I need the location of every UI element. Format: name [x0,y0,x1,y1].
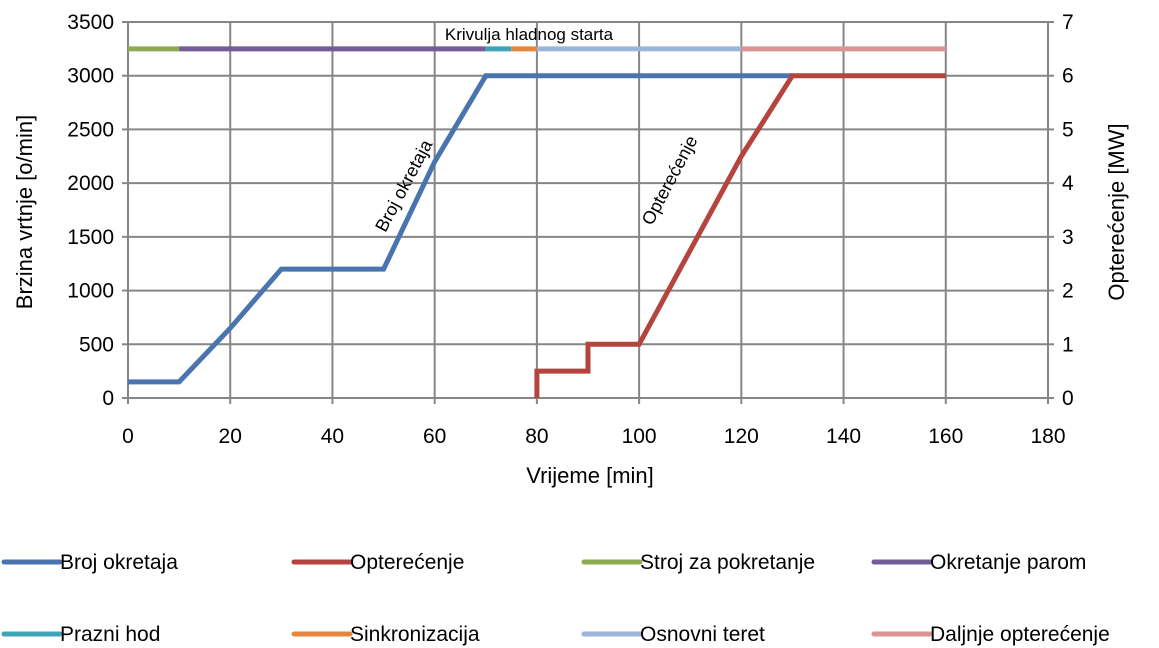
y2-tick-label: 6 [1062,65,1074,88]
legend-label: Broj okretaja [60,551,178,574]
y2-tick-label: 2 [1062,280,1074,303]
x-tick-label: 20 [219,425,242,448]
y-tick-label: 2000 [67,172,114,195]
y-tick-label: 1000 [67,280,114,303]
y2-tick-label: 3 [1062,226,1074,249]
x-tick-label: 0 [122,425,134,448]
y2-tick-label: 0 [1062,387,1074,410]
y2-tick-label: 5 [1062,118,1074,141]
legend-label: Daljnje opterećenje [930,623,1110,646]
x-axis-title: Vrijeme [min] [526,463,654,488]
y2-tick-label: 4 [1062,172,1074,195]
y-axis-title: Brzina vrtnje [o/min] [12,115,37,309]
y-tick-label: 500 [79,333,114,356]
legend-label: Okretanje parom [930,551,1086,574]
y2-tick-label: 1 [1062,333,1074,356]
series-line-broj-okretaja [128,73,793,385]
legend: Broj okretaja Opterećenje Stroj za pokreta… [1,551,1110,646]
y2-axis-title: Opterećenje [MW] [1104,123,1129,300]
y-tick-label: 1500 [67,226,114,249]
y-tick-label: 3500 [67,11,114,34]
y2-tick-label: 7 [1062,11,1074,34]
curve-annotation: Broj okretaja [371,136,437,235]
y-tick-label: 2500 [67,118,114,141]
x-tick-label: 160 [928,425,963,448]
grid [128,21,1049,398]
legend-label: Stroj za pokretanje [640,551,815,574]
legend-label: Osnovni teret [640,623,765,646]
x-tick-label: 80 [525,425,548,448]
axes [122,21,1054,404]
legend-label: Opterećenje [350,551,464,574]
legend-label: Sinkronizacija [350,623,480,646]
x-tick-label: 180 [1030,425,1065,448]
legend-label: Prazni hod [60,623,160,646]
y-tick-label: 3000 [67,65,114,88]
x-tick-label: 40 [321,425,344,448]
x-tick-label: 120 [724,425,759,448]
x-tick-label: 140 [826,425,861,448]
chart-title: Krivulja hladnog starta [445,25,614,44]
y-tick-label: 0 [102,387,114,410]
curve-annotation: Opterećenje [638,132,702,228]
series-line-optere-enje [534,73,946,398]
series-lines [128,46,946,398]
x-tick-label: 100 [622,425,657,448]
x-tick-label: 60 [423,425,446,448]
